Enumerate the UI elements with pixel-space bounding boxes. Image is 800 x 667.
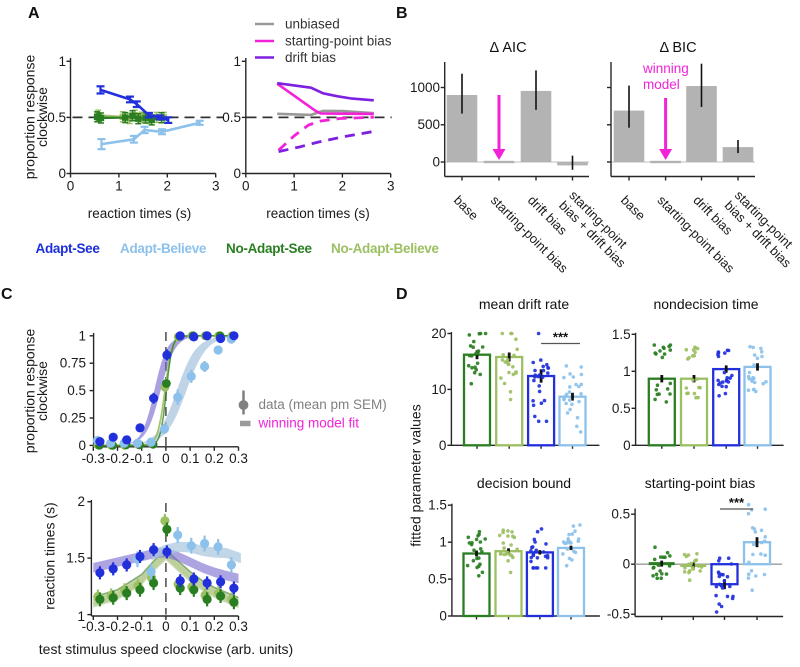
svg-text:reaction times (s): reaction times (s) <box>88 206 192 221</box>
svg-text:nondecision time: nondecision time <box>653 296 758 312</box>
svg-text:winning: winning <box>642 61 689 76</box>
svg-text:0.2: 0.2 <box>205 451 224 466</box>
svg-text:0.5: 0.5 <box>222 110 241 125</box>
svg-text:starting-point bias: starting-point bias <box>645 475 756 491</box>
svg-text:drift bias: drift bias <box>285 50 336 65</box>
svg-text:2: 2 <box>164 179 172 194</box>
svg-text:1: 1 <box>58 54 66 69</box>
svg-text:clockwise: clockwise <box>34 361 50 421</box>
svg-text:reaction times (s): reaction times (s) <box>42 502 58 609</box>
svg-text:proportion response: proportion response <box>22 329 38 454</box>
svg-text:1: 1 <box>439 535 447 550</box>
svg-text:0: 0 <box>439 438 447 453</box>
svg-text:1: 1 <box>78 328 86 343</box>
svg-text:2: 2 <box>339 179 347 194</box>
svg-text:0: 0 <box>623 438 631 453</box>
svg-text:***: *** <box>729 495 745 510</box>
svg-text:-0.3: -0.3 <box>82 451 105 466</box>
svg-text:-0.2: -0.2 <box>106 451 129 466</box>
svg-text:clockwise: clockwise <box>34 87 50 147</box>
svg-text:1.5: 1.5 <box>66 551 85 566</box>
svg-text:0: 0 <box>67 179 75 194</box>
svg-text:unbiased: unbiased <box>285 17 340 32</box>
svg-text:decision bound: decision bound <box>477 475 571 491</box>
svg-text:0.3: 0.3 <box>229 451 248 466</box>
svg-text:No-Adapt-See: No-Adapt-See <box>226 241 312 256</box>
svg-text:0.3: 0.3 <box>229 619 248 634</box>
svg-text:***: *** <box>553 330 569 345</box>
svg-text:0: 0 <box>439 609 447 624</box>
svg-text:20: 20 <box>431 326 446 341</box>
svg-text:0.25: 0.25 <box>60 411 86 426</box>
svg-text:C: C <box>1 286 13 303</box>
svg-text:B: B <box>396 5 408 22</box>
svg-text:0.5: 0.5 <box>67 383 86 398</box>
svg-text:1: 1 <box>290 179 298 194</box>
svg-text:Δ BIC: Δ BIC <box>659 40 696 56</box>
svg-text:Adapt-See: Adapt-See <box>36 241 101 256</box>
svg-text:0.5: 0.5 <box>428 572 447 587</box>
svg-text:0: 0 <box>58 166 66 181</box>
svg-text:Adapt-Believe: Adapt-Believe <box>120 241 207 256</box>
svg-text:0: 0 <box>233 166 241 181</box>
svg-text:0.5: 0.5 <box>612 401 631 416</box>
svg-text:-0.1: -0.1 <box>130 619 153 634</box>
svg-text:0.1: 0.1 <box>181 451 200 466</box>
svg-text:A: A <box>28 5 40 22</box>
svg-text:-0.5: -0.5 <box>607 607 630 622</box>
svg-text:0.2: 0.2 <box>205 619 224 634</box>
svg-text:0: 0 <box>623 557 631 572</box>
svg-text:1: 1 <box>233 54 241 69</box>
svg-text:0: 0 <box>162 619 170 634</box>
svg-text:0: 0 <box>242 179 250 194</box>
svg-text:10: 10 <box>431 382 446 397</box>
svg-text:1.5: 1.5 <box>612 327 631 342</box>
svg-text:model: model <box>643 77 680 92</box>
svg-text:-0.1: -0.1 <box>130 451 153 466</box>
svg-text:0.75: 0.75 <box>60 356 86 371</box>
svg-text:fitted parameter values: fitted parameter values <box>408 404 424 546</box>
svg-text:500: 500 <box>417 117 440 132</box>
svg-text:0.1: 0.1 <box>181 619 200 634</box>
svg-text:1: 1 <box>623 364 631 379</box>
svg-text:data (mean pm SEM): data (mean pm SEM) <box>259 397 387 412</box>
svg-text:Δ AIC: Δ AIC <box>489 40 526 56</box>
svg-text:test stimulus speed clockwise: test stimulus speed clockwise (arb. unit… <box>39 641 293 657</box>
svg-text:0: 0 <box>78 438 86 453</box>
svg-text:3: 3 <box>387 179 395 194</box>
svg-text:0: 0 <box>162 451 170 466</box>
svg-text:0.5: 0.5 <box>47 110 66 125</box>
svg-text:proportion response: proportion response <box>22 55 38 180</box>
svg-text:3: 3 <box>212 179 220 194</box>
svg-text:D: D <box>396 286 408 303</box>
svg-text:1000: 1000 <box>410 80 440 95</box>
svg-text:1.5: 1.5 <box>428 498 447 513</box>
svg-text:mean drift rate: mean drift rate <box>479 296 569 312</box>
svg-text:0: 0 <box>432 155 440 170</box>
svg-text:reaction times (s): reaction times (s) <box>266 206 370 221</box>
svg-text:0.5: 0.5 <box>611 507 630 522</box>
svg-text:starting-point bias: starting-point bias <box>285 34 392 49</box>
svg-text:2: 2 <box>77 494 85 509</box>
svg-text:1: 1 <box>115 179 123 194</box>
svg-text:No-Adapt-Believe: No-Adapt-Believe <box>331 241 440 256</box>
svg-text:-0.2: -0.2 <box>106 619 129 634</box>
svg-text:1: 1 <box>77 609 85 624</box>
svg-text:winning model fit: winning model fit <box>258 416 360 431</box>
svg-text:-0.3: -0.3 <box>82 619 105 634</box>
